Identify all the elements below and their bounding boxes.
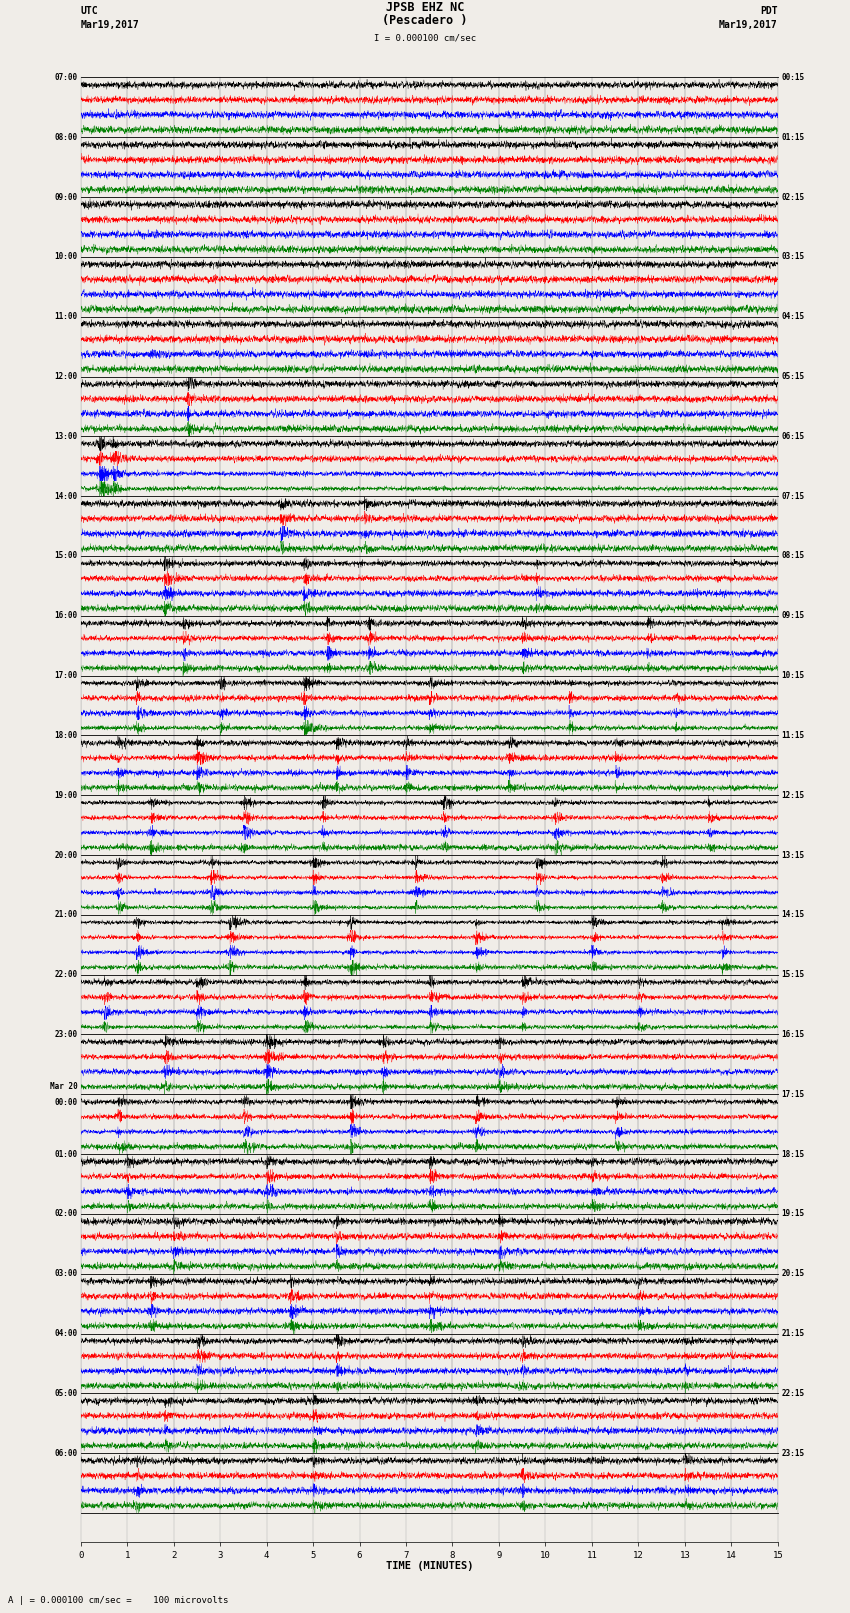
Text: 14:00: 14:00 [54, 492, 77, 500]
Text: 08:00: 08:00 [54, 132, 77, 142]
Text: I = 0.000100 cm/sec: I = 0.000100 cm/sec [374, 34, 476, 44]
Text: 15:15: 15:15 [781, 969, 804, 979]
Text: 20:15: 20:15 [781, 1269, 804, 1277]
Text: 23:00: 23:00 [54, 1031, 77, 1039]
Text: 12:00: 12:00 [54, 373, 77, 381]
Text: 02:15: 02:15 [781, 192, 804, 202]
Text: 16:15: 16:15 [781, 1031, 804, 1039]
Text: A | = 0.000100 cm/sec =    100 microvolts: A | = 0.000100 cm/sec = 100 microvolts [8, 1595, 229, 1605]
Text: 02:00: 02:00 [54, 1210, 77, 1218]
Text: 00:00: 00:00 [54, 1097, 77, 1107]
Text: 07:15: 07:15 [781, 492, 804, 500]
Text: 07:00: 07:00 [54, 73, 77, 82]
Text: 06:15: 06:15 [781, 432, 804, 440]
Text: 20:00: 20:00 [54, 850, 77, 860]
Text: 03:00: 03:00 [54, 1269, 77, 1277]
Text: 23:15: 23:15 [781, 1448, 804, 1458]
Text: 15:00: 15:00 [54, 552, 77, 560]
Text: 21:00: 21:00 [54, 910, 77, 919]
Text: 13:15: 13:15 [781, 850, 804, 860]
Text: 04:00: 04:00 [54, 1329, 77, 1339]
Text: JPSB EHZ NC: JPSB EHZ NC [386, 2, 464, 15]
Text: 09:00: 09:00 [54, 192, 77, 202]
Text: 12:15: 12:15 [781, 790, 804, 800]
Text: 11:15: 11:15 [781, 731, 804, 740]
Text: 19:00: 19:00 [54, 790, 77, 800]
Text: 22:00: 22:00 [54, 969, 77, 979]
Text: 08:15: 08:15 [781, 552, 804, 560]
Text: 03:15: 03:15 [781, 252, 804, 261]
Text: 01:15: 01:15 [781, 132, 804, 142]
Text: Mar19,2017: Mar19,2017 [81, 21, 139, 31]
Text: 06:00: 06:00 [54, 1448, 77, 1458]
Text: 01:00: 01:00 [54, 1150, 77, 1158]
Text: 09:15: 09:15 [781, 611, 804, 621]
Text: 19:15: 19:15 [781, 1210, 804, 1218]
Text: 11:00: 11:00 [54, 313, 77, 321]
Text: 17:15: 17:15 [781, 1090, 804, 1098]
Text: PDT: PDT [760, 6, 778, 16]
Text: 18:15: 18:15 [781, 1150, 804, 1158]
Text: UTC: UTC [81, 6, 99, 16]
Text: 16:00: 16:00 [54, 611, 77, 621]
X-axis label: TIME (MINUTES): TIME (MINUTES) [386, 1561, 473, 1571]
Text: 04:15: 04:15 [781, 313, 804, 321]
Text: 10:15: 10:15 [781, 671, 804, 681]
Text: 14:15: 14:15 [781, 910, 804, 919]
Text: 17:00: 17:00 [54, 671, 77, 681]
Text: 05:00: 05:00 [54, 1389, 77, 1398]
Text: 00:15: 00:15 [781, 73, 804, 82]
Text: 13:00: 13:00 [54, 432, 77, 440]
Text: (Pescadero ): (Pescadero ) [382, 15, 468, 27]
Text: 18:00: 18:00 [54, 731, 77, 740]
Text: Mar19,2017: Mar19,2017 [719, 21, 778, 31]
Text: 21:15: 21:15 [781, 1329, 804, 1339]
Text: 05:15: 05:15 [781, 373, 804, 381]
Text: 22:15: 22:15 [781, 1389, 804, 1398]
Text: Mar 20: Mar 20 [49, 1082, 77, 1090]
Text: 10:00: 10:00 [54, 252, 77, 261]
